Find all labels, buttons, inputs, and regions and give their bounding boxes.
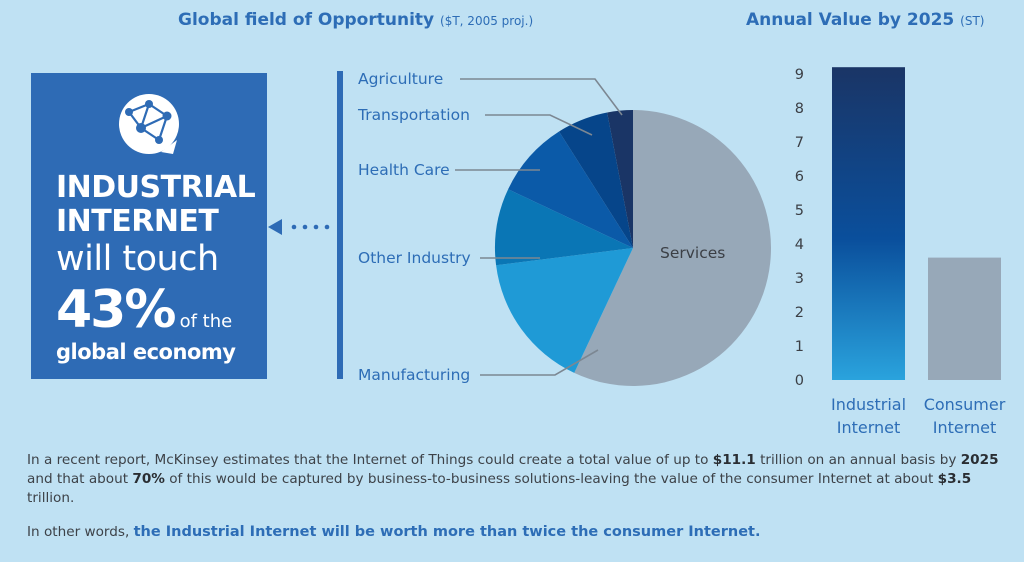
pie-label-services: Services [660, 244, 725, 262]
description-paragraph: In a recent report, McKinsey estimates t… [27, 451, 1012, 508]
industrial-internet-panel: INDUSTRIAL INTERNET will touch 43% of th… [31, 73, 267, 379]
hero-line-internet: INTERNET [56, 204, 219, 239]
pie-label-transportation: Transportation [357, 106, 470, 124]
hero-line-industrial: INDUSTRIAL [56, 170, 256, 205]
y-tick-label: 6 [795, 169, 804, 185]
pie-label-agriculture: Agriculture [358, 70, 443, 88]
bar-industrial-internet [832, 67, 905, 380]
pie-slice-agriculture [607, 110, 633, 248]
pie-chart: Services Manufacturing Other Industry Healt… [357, 70, 771, 386]
conclusion-paragraph: In other words, the Industrial Internet … [27, 524, 1012, 540]
pie-slice-other-industry [495, 189, 633, 266]
text-bold-year: 2025 [960, 452, 999, 468]
text-bold-percent: 70% [132, 471, 165, 487]
hero-percent: 43% [56, 280, 176, 340]
bar-chart: 0 1 2 3 4 5 6 7 8 9 Industrial Internet Consumer Inte… [795, 67, 1006, 437]
y-tick-label: 5 [795, 203, 804, 219]
pie-slice-services [574, 110, 771, 386]
pie-chart-title: Global field of Opportunity ($T, 2005 pr… [178, 10, 533, 30]
x-category-label: Industrial [831, 395, 906, 414]
hero-of-the: of the [179, 311, 233, 332]
left-arrow-icon [268, 219, 330, 235]
text-emphasis: the Industrial Internet will be worth mo… [133, 524, 761, 540]
text-segment: and that about [27, 471, 133, 487]
divider-line [337, 71, 343, 379]
pie-slice-manufacturing [496, 248, 633, 373]
y-tick-label: 0 [795, 373, 804, 389]
y-tick-label: 4 [795, 237, 804, 253]
y-tick-label: 2 [795, 305, 804, 321]
hero-line-global-economy: global economy [56, 340, 236, 364]
pie-title-sub: ($T, 2005 proj.) [440, 14, 534, 28]
text-bold-value: $11.1 [712, 452, 756, 468]
hero-percent-line: 43% of the [56, 280, 232, 340]
text-segment: In other words, [27, 524, 134, 540]
pie-slice-transportation [559, 112, 633, 248]
pie-label-manufacturing: Manufacturing [358, 366, 470, 384]
y-tick-label: 9 [795, 67, 804, 83]
hero-line-will-touch: will touch [56, 239, 219, 279]
pie-label-health-care: Health Care [358, 161, 450, 179]
leader-line-agriculture [460, 78, 623, 116]
text-segment: trillion on an annual basis by [755, 452, 961, 468]
x-category-label: Internet [933, 418, 997, 437]
bar-title-sub: (ST) [960, 14, 985, 28]
pie-label-other-industry: Other Industry [358, 249, 471, 267]
x-category-label: Internet [837, 418, 901, 437]
x-category-label: Consumer [924, 395, 1006, 414]
leader-line-transportation [485, 114, 593, 136]
y-tick-label: 7 [795, 135, 804, 151]
y-tick-label: 8 [795, 101, 804, 117]
bar-consumer-internet [928, 257, 1001, 380]
leader-line-manufacturing [480, 349, 599, 376]
pie-title-main: Global field of Opportunity [178, 10, 435, 30]
text-bold-value: $3.5 [937, 471, 972, 487]
network-globe-icon [119, 94, 179, 154]
y-tick-label: 1 [795, 339, 804, 355]
bar-chart-title: Annual Value by 2025 (ST) [746, 10, 984, 30]
bar-title-main: Annual Value by 2025 [746, 10, 955, 30]
text-segment: of this would be captured by business-to… [164, 471, 938, 487]
text-segment: trillion. [27, 490, 75, 506]
text-segment: In a recent report, McKinsey estimates t… [27, 452, 713, 468]
y-tick-label: 3 [795, 271, 804, 287]
pie-slice-health-care [508, 131, 633, 248]
